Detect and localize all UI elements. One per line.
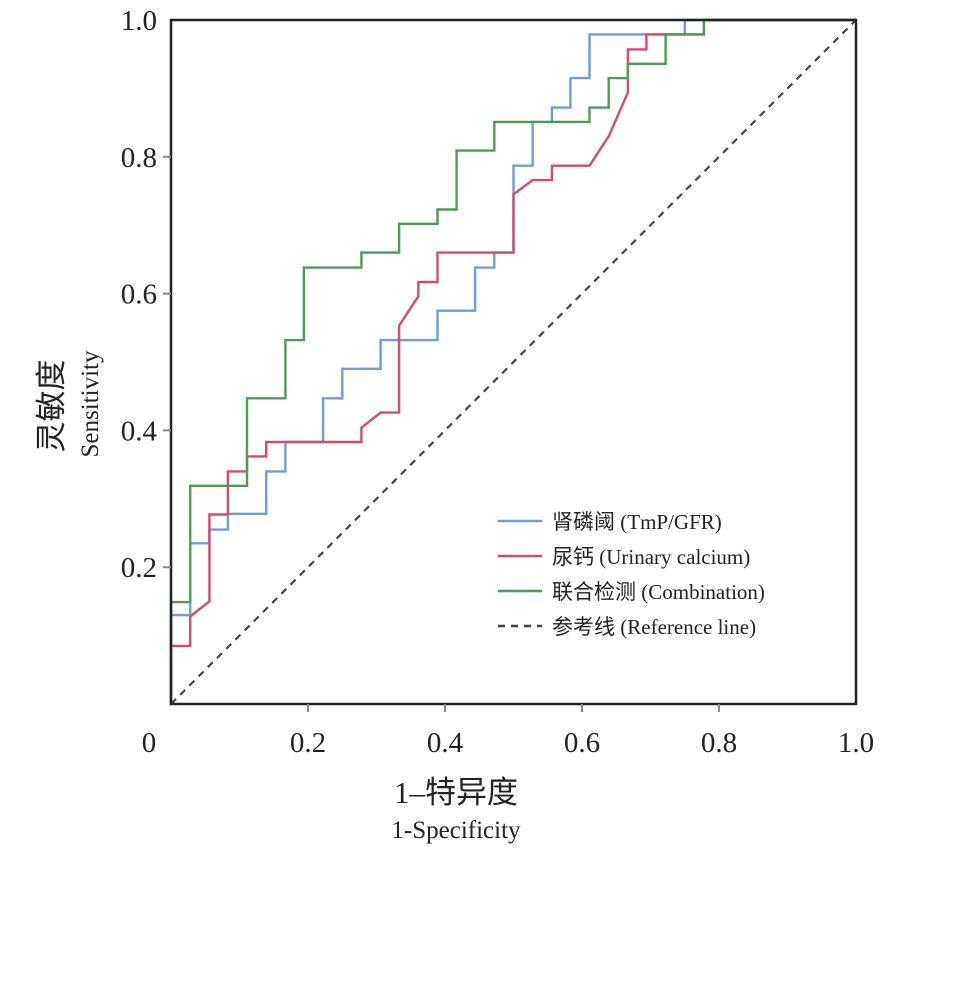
legend-label-0: 肾磷阈 (TmP/GFR) — [552, 510, 722, 534]
y-tick-label: 0.4 — [121, 415, 158, 447]
series-line-0 — [169, 18, 856, 704]
x-tick-label: 0.4 — [427, 727, 464, 759]
x-tick-label: 0.6 — [564, 727, 600, 759]
y-tick-label: 0.6 — [121, 279, 157, 311]
y-axis-title-en: Sensitivity — [77, 350, 104, 457]
plot-frame — [169, 18, 858, 706]
legend-label-1: 尿钙 (Urinary calcium) — [552, 545, 750, 569]
y-axis-title-cn: 灵敏度 — [34, 360, 69, 453]
x-axis-title-cn: 1–特异度 — [394, 775, 518, 810]
x-tick-label: 0.8 — [701, 727, 737, 759]
x-tick-label: 1.0 — [838, 727, 874, 759]
y-tick-label: 1.0 — [121, 5, 157, 37]
x-tick-label: 0 — [142, 727, 157, 759]
y-tick-label: 0.2 — [121, 552, 157, 584]
legend: 肾磷阈 (TmP/GFR) 尿钙 (Urinary calcium) 联合检测 (C… — [498, 510, 765, 639]
x-axis-title-en: 1-Specificity — [391, 817, 521, 844]
legend-label-2: 联合检测 (Combination) — [552, 580, 765, 604]
x-tick-label: 0.2 — [290, 727, 326, 759]
legend-label-3: 参考线 (Reference line) — [552, 615, 756, 639]
y-tick-label: 0.8 — [121, 142, 157, 174]
series-line-2 — [169, 18, 856, 704]
series-line-3 — [170, 19, 857, 705]
